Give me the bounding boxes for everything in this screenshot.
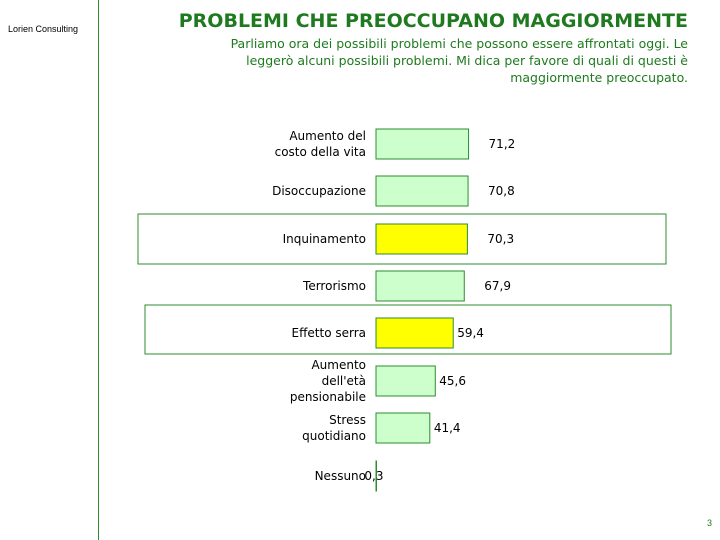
bar — [375, 223, 468, 255]
page-number: 3 — [706, 518, 712, 528]
category-label-line: Terrorismo — [302, 279, 366, 293]
bar — [375, 412, 431, 444]
category-label-line: pensionabile — [290, 390, 366, 404]
value-label: 41,4 — [434, 421, 461, 435]
subtitle-line: Parliamo ora dei possibili problemi che … — [230, 36, 688, 51]
brand-name: Lorien Consulting — [8, 24, 79, 34]
category-label: Aumento del costo della vita — [275, 129, 366, 159]
category-label-line: Aumento — [311, 358, 366, 372]
category-label: Disoccupazione — [272, 184, 366, 198]
bar — [375, 317, 454, 349]
subtitle-line: leggerò alcuni possibili problemi. Mi di… — [246, 53, 688, 68]
category-label-line: quotidiano — [302, 429, 366, 443]
category-label-line: costo della vita — [275, 145, 366, 159]
category-label-line: Stress — [329, 413, 366, 427]
bar — [375, 365, 436, 397]
page-subtitle: Parliamo ora dei possibili problemi che … — [150, 35, 688, 86]
subtitle-line: maggiormente preoccupato. — [510, 70, 688, 85]
page-title: PROBLEMI CHE PREOCCUPANO MAGGIORMENTE — [178, 10, 688, 32]
value-label: 70,3 — [487, 232, 514, 246]
vertical-divider — [98, 0, 99, 540]
category-label: Terrorismo — [302, 279, 366, 293]
category-label-line: Inquinamento — [283, 232, 366, 246]
category-label: Nessuno — [315, 469, 366, 483]
highlight-frame — [137, 213, 667, 265]
value-label: 70,8 — [488, 184, 515, 198]
bar — [375, 175, 469, 207]
category-label-line: Nessuno — [315, 469, 366, 483]
bar — [375, 460, 377, 492]
category-label: Aumento dell'età pensionabile — [290, 358, 366, 404]
category-label-line: Aumento del — [289, 129, 366, 143]
value-label: 71,2 — [489, 137, 516, 151]
category-label: Effetto serra — [292, 326, 366, 340]
category-label-line: dell'età — [322, 374, 366, 388]
value-label: 59,4 — [457, 326, 484, 340]
highlight-frame — [144, 304, 672, 355]
value-label: 0,3 — [364, 469, 383, 483]
category-label-line: Effetto serra — [292, 326, 366, 340]
bar — [375, 128, 470, 160]
category-label: Inquinamento — [283, 232, 366, 246]
value-label: 45,6 — [439, 374, 466, 388]
value-label: 67,9 — [484, 279, 511, 293]
category-label-line: Disoccupazione — [272, 184, 366, 198]
bar — [375, 270, 465, 302]
category-label: Stress quotidiano — [302, 413, 366, 443]
